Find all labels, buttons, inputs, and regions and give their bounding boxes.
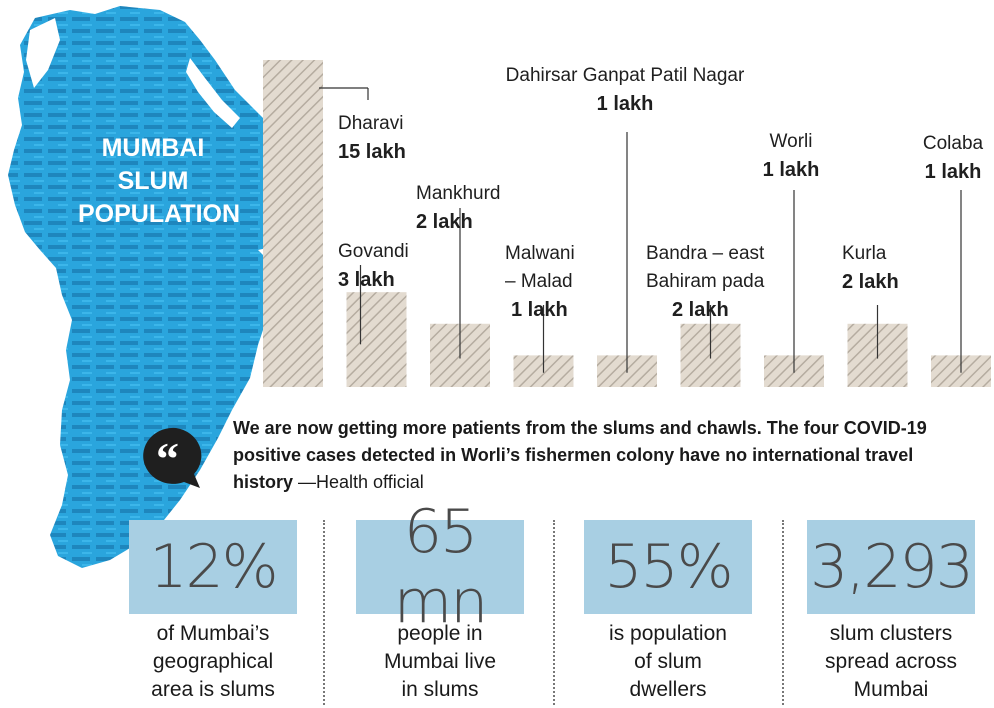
bar-dharavi xyxy=(263,60,323,387)
bar-label-value: 2 lakh xyxy=(416,211,473,233)
bar-label-value: 2 lakh xyxy=(842,271,899,293)
stat-value: 65 mn xyxy=(356,497,524,637)
stat-caption-line: is population xyxy=(609,622,727,645)
bar-label-name: Dharavi xyxy=(338,113,404,134)
stat-caption-line: dwellers xyxy=(629,678,707,701)
bar-label-name: Govandi xyxy=(338,241,409,262)
stat-clusters: 3,293 slum clusters spread across Mumbai xyxy=(796,520,986,704)
bar-label-bandra: Bandra – east Bahiram pada 2 lakh xyxy=(646,240,764,324)
stat-caption-line: Mumbai xyxy=(853,678,929,701)
bar-label-name: Bandra – east xyxy=(646,243,765,264)
stat-caption: of Mumbai’s geographical area is slums xyxy=(118,620,308,704)
bar-label-name: Colaba xyxy=(922,133,984,154)
bar-label-dharavi: Dharavi 15 lakh xyxy=(338,110,406,166)
bar-label-worli: Worli 1 lakh xyxy=(762,128,820,184)
stat-caption-line: Mumbai live xyxy=(383,650,497,673)
stat-caption-line: of Mumbai’s xyxy=(156,622,270,645)
bar-label-govandi: Govandi 3 lakh xyxy=(338,238,409,294)
stat-divider xyxy=(782,520,784,705)
stat-caption-line: of slum xyxy=(634,650,702,673)
slum-population-bar-chart xyxy=(263,60,991,387)
bar-govandi xyxy=(346,292,407,387)
stat-caption: is population of slum dwellers xyxy=(573,620,763,704)
bar-label-value: 1 lakh xyxy=(511,299,568,321)
quote-source: —Health official xyxy=(293,472,424,492)
bar-label-value: 2 lakh xyxy=(672,299,729,321)
stat-caption-line: in slums xyxy=(401,678,479,701)
stat-caption-line: slum clusters xyxy=(829,622,953,645)
bar-label-value: 1 lakh xyxy=(596,93,654,115)
stat-caption-line: geographical xyxy=(152,650,274,673)
svg-text:“: “ xyxy=(156,433,179,484)
mumbai-map-bay xyxy=(26,18,60,88)
stat-value: 55% xyxy=(584,520,752,614)
stat-caption-line: people in xyxy=(397,622,483,645)
bar-label-kurla: Kurla 2 lakh xyxy=(842,240,899,296)
stat-caption: people in Mumbai live in slums xyxy=(345,620,535,704)
stat-divider xyxy=(323,520,325,705)
bar-label-mankhurd: Mankhurd 2 lakh xyxy=(416,180,501,236)
map-title-line: POPULATION xyxy=(78,200,241,228)
bar-label-name: – Malad xyxy=(505,271,573,292)
bar-label-name: Dahirsar Ganpat Patil Nagar xyxy=(505,65,745,86)
map-title-line: SLUM xyxy=(117,167,189,195)
stat-caption-line: spread across xyxy=(825,650,957,673)
stat-value: 12% xyxy=(129,520,297,614)
stat-caption-line: area is slums xyxy=(151,678,275,701)
bar-label-value: 15 lakh xyxy=(338,141,406,163)
mumbai-map-creek xyxy=(186,58,240,128)
map-title: MUMBAI SLUM POPULATION xyxy=(78,132,241,231)
stat-caption: slum clusters spread across Mumbai xyxy=(796,620,986,704)
quote-block: We are now getting more patients from th… xyxy=(233,415,973,496)
map-title-line: MUMBAI xyxy=(101,134,205,162)
stat-area: 12% of Mumbai’s geographical area is slu… xyxy=(118,520,308,704)
bar-label-value: 3 lakh xyxy=(338,269,395,291)
bar-label-name: Mankhurd xyxy=(416,183,501,204)
bar-label-malwani-malad: Malwani – Malad 1 lakh xyxy=(505,240,575,324)
mumbai-map xyxy=(8,6,305,568)
bar-label-name: Malwani xyxy=(505,243,575,264)
bar-label-value: 1 lakh xyxy=(762,159,820,181)
bar-label-dahirsar: Dahirsar Ganpat Patil Nagar 1 lakh xyxy=(500,62,750,118)
mumbai-map-shape xyxy=(8,6,305,568)
bar-label-value: 1 lakh xyxy=(924,161,982,183)
stat-population: 55% is population of slum dwellers xyxy=(573,520,763,704)
quote-icon: “ xyxy=(143,427,202,488)
bar-label-name: Kurla xyxy=(842,243,887,264)
bar-label-name: Bahiram pada xyxy=(646,271,765,292)
quote-text: We are now getting more patients from th… xyxy=(233,418,927,492)
stat-people: 65 mn people in Mumbai live in slums xyxy=(345,497,535,704)
stat-value: 3,293 xyxy=(807,520,975,614)
stat-divider xyxy=(553,520,555,705)
bar-label-colaba: Colaba 1 lakh xyxy=(918,130,988,186)
bar-label-name: Worli xyxy=(769,131,813,152)
